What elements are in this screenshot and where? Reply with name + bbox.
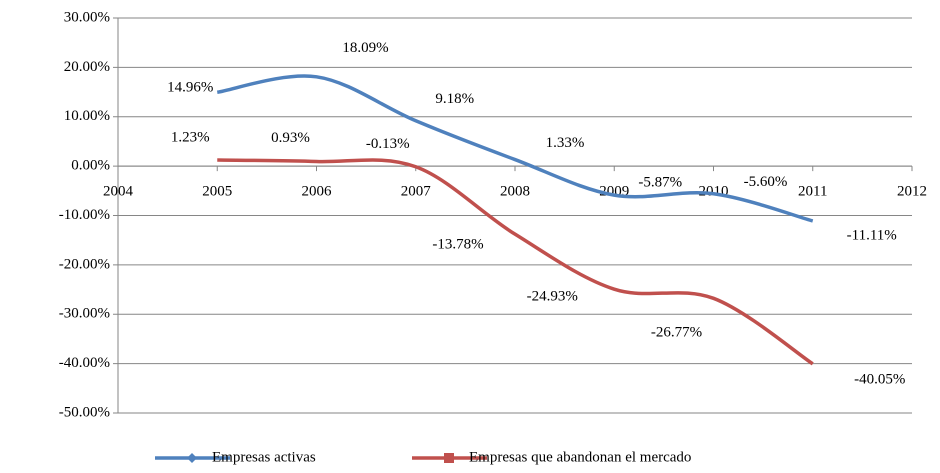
legend-label: Empresas activas	[212, 449, 316, 465]
data-label: -24.93%	[527, 289, 578, 305]
data-label: -26.77%	[651, 325, 702, 341]
data-label: -5.60%	[744, 174, 788, 190]
y-tick-label: -50.00%	[59, 404, 110, 420]
y-tick-label: 20.00%	[64, 59, 110, 75]
data-label: 9.18%	[435, 91, 474, 107]
y-tick-label: -40.00%	[59, 355, 110, 371]
y-tick-label: 0.00%	[71, 158, 110, 174]
x-tick-label: 2005	[202, 184, 232, 200]
x-tick-label: 2007	[401, 184, 432, 200]
y-tick-label: -20.00%	[59, 256, 110, 272]
data-label: -11.11%	[847, 227, 897, 243]
data-label: 0.93%	[271, 130, 310, 146]
data-label: -40.05%	[854, 371, 905, 387]
legend-marker	[444, 453, 454, 463]
data-label: 18.09%	[342, 40, 388, 56]
data-label: -5.87%	[638, 175, 682, 191]
x-tick-label: 2012	[897, 184, 927, 200]
legend-label: Empresas que abandonan el mercado	[469, 449, 691, 465]
data-label: 1.23%	[171, 129, 210, 145]
data-label: -0.13%	[366, 136, 410, 152]
data-label: 14.96%	[167, 80, 213, 96]
x-tick-label: 2004	[103, 184, 134, 200]
x-tick-label: 2006	[302, 184, 333, 200]
x-tick-label: 2008	[500, 184, 530, 200]
data-label: 1.33%	[546, 135, 585, 151]
y-tick-label: 30.00%	[64, 9, 110, 25]
data-label: -13.78%	[432, 237, 483, 253]
legend-marker	[187, 453, 197, 463]
x-tick-label: 2011	[798, 184, 827, 200]
y-tick-label: -30.00%	[59, 306, 110, 322]
y-tick-label: -10.00%	[59, 207, 110, 223]
y-tick-label: 10.00%	[64, 108, 110, 124]
line	[217, 158, 814, 366]
line	[216, 74, 814, 223]
